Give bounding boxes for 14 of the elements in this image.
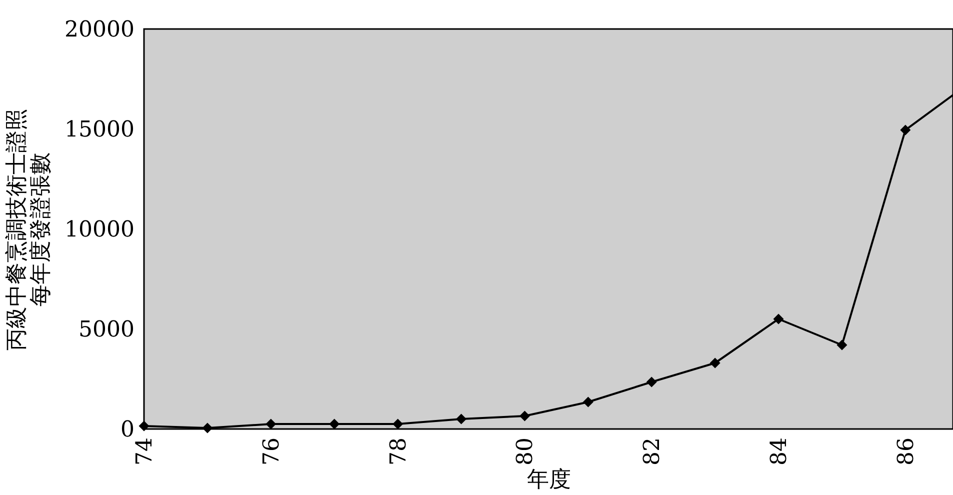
x-tick-label: 80 — [513, 438, 538, 466]
x-tick-label: 82 — [640, 438, 666, 466]
x-tick-label: 76 — [259, 438, 284, 466]
x-tick-label: 78 — [386, 438, 412, 466]
y-tick-label: 0 — [120, 418, 134, 442]
y-tick-label: 20000 — [64, 18, 134, 42]
x-tick-label: 86 — [894, 438, 919, 466]
y-tick-label: 10000 — [64, 218, 134, 242]
y-axis-title: 丙級中餐烹調技術士證照每年度發證張數 — [4, 108, 54, 350]
x-axis-title: 年度 — [527, 467, 571, 492]
x-tick-label: 84 — [767, 438, 792, 466]
x-tick-label: 74 — [132, 438, 158, 466]
y-tick-label: 15000 — [64, 118, 134, 142]
y-tick-label: 5000 — [78, 318, 134, 342]
